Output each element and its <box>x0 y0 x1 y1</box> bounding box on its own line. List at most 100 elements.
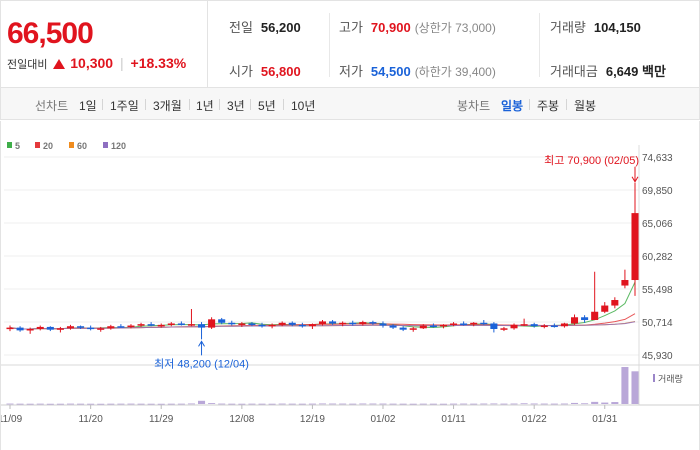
candle-body <box>308 324 316 327</box>
candle-body <box>77 326 85 328</box>
volume-bar <box>510 403 518 405</box>
period-1y-button[interactable]: 1년 <box>196 99 214 113</box>
candle-body <box>6 327 14 330</box>
period-1w-button[interactable]: 1주일 <box>110 99 139 113</box>
stat-value: 56,200 <box>260 20 301 35</box>
stat-volume: 거래량 104,150 <box>550 17 641 36</box>
candle-body <box>349 322 357 325</box>
candle-body <box>621 280 629 286</box>
volume-bar <box>107 403 115 405</box>
volume-bar <box>359 403 367 405</box>
volume-bar <box>187 403 195 405</box>
candle-body <box>520 324 528 326</box>
change-percent: +18.33% <box>130 55 187 71</box>
y-tick-label: 74,633 <box>642 153 673 164</box>
candle-body <box>268 324 276 327</box>
candle-monthly-button[interactable]: 월봉 <box>574 99 597 113</box>
volume-bar <box>97 403 105 405</box>
candle-body <box>560 323 568 327</box>
volume-bar <box>439 403 447 405</box>
candle-body <box>480 322 488 325</box>
legend-swatch <box>103 142 108 148</box>
candle-body <box>500 328 508 330</box>
volume-bar <box>177 403 185 405</box>
volume-bar <box>500 403 508 405</box>
volume-bar <box>238 403 246 405</box>
volume-bar <box>308 403 316 405</box>
candle-body <box>439 324 447 327</box>
volume-bar <box>601 402 609 404</box>
candle-body <box>117 326 125 328</box>
volume-bar <box>631 371 639 404</box>
chart-svg: 5 20 60 120 거래량 74,633 69,850 65,066 60,282 55,… <box>0 141 699 425</box>
period-3y-button[interactable]: 3년 <box>227 99 245 113</box>
volume-bar <box>258 403 266 405</box>
stat-value: 6,649 백만 <box>605 64 666 79</box>
volume-bar <box>389 403 397 405</box>
period-divider <box>219 99 220 110</box>
candle-body <box>87 327 95 330</box>
volume-bar <box>16 403 24 405</box>
volume-bar <box>228 403 236 405</box>
y-tick-label: 45,930 <box>642 351 673 362</box>
volume-bar <box>329 403 337 405</box>
volume-label: 거래량 <box>658 373 683 384</box>
candle-body <box>187 324 195 326</box>
x-tick-label: 11/20 <box>78 414 103 425</box>
max-arrow-icon <box>631 176 639 183</box>
change-amount: 10,300 <box>70 55 114 71</box>
candle-body <box>591 311 599 321</box>
candle-body <box>248 323 256 325</box>
candle-body <box>389 325 397 328</box>
x-tick-label: 01/22 <box>522 414 547 425</box>
candle-body <box>581 317 589 321</box>
volume-bar <box>339 403 347 405</box>
period-1d-button[interactable]: 1일 <box>79 99 97 113</box>
period-3m-button[interactable]: 3개월 <box>153 99 182 113</box>
candle-daily-button[interactable]: 일봉 <box>501 99 524 113</box>
volume-bar <box>268 403 276 405</box>
change-label: 전일대비 <box>7 59 48 71</box>
volume-bar <box>591 401 599 404</box>
period-10y-button[interactable]: 10년 <box>291 99 316 113</box>
volume-bar <box>318 403 327 405</box>
candle-body <box>36 326 44 329</box>
x-tick-label: 12/08 <box>229 414 254 425</box>
candle-body <box>550 325 558 328</box>
change-separator: | <box>119 55 124 71</box>
y-tick-label: 65,066 <box>642 219 673 230</box>
volume-bar <box>419 403 427 405</box>
volume-bar <box>198 400 206 404</box>
candle-body <box>157 324 165 327</box>
volume-bar <box>409 403 417 405</box>
x-tick-label: 11/09 <box>1 414 23 425</box>
candle-body <box>429 325 437 328</box>
x-axis-ticks: 11/09 11/20 11/29 12/08 12/19 01/02 01/11 01/22… <box>0 405 618 425</box>
candle-weekly-button[interactable]: 주봉 <box>537 99 560 113</box>
period-5y-button[interactable]: 5년 <box>258 99 276 113</box>
y-tick-label: 69,850 <box>642 186 673 197</box>
legend-label: 20 <box>43 141 53 151</box>
volume-bar <box>369 403 377 405</box>
up-triangle-icon <box>53 59 66 69</box>
stock-chart[interactable]: 5 20 60 120 거래량 74,633 69,850 65,066 60,282 55,… <box>0 121 700 450</box>
candle-body <box>127 325 135 328</box>
candle-body <box>278 322 286 325</box>
volume-bar <box>621 367 629 404</box>
stat-trade-value: 거래대금 6,649 백만 <box>550 61 666 80</box>
stat-label: 시가 <box>229 64 253 79</box>
candle-body <box>611 300 619 306</box>
x-tick-label: 11/29 <box>149 414 174 425</box>
volume-bar <box>611 402 619 404</box>
x-tick-label: 01/31 <box>592 414 617 425</box>
volume-bar <box>429 403 437 405</box>
candle-body <box>137 324 145 326</box>
candle-body <box>399 327 407 330</box>
volume-bars: 거래량 <box>6 367 683 405</box>
volume-bar <box>137 403 145 405</box>
candle-body <box>238 323 246 325</box>
volume-bar <box>560 403 568 405</box>
stat-label: 거래량 <box>550 20 586 35</box>
candle-body <box>409 328 417 330</box>
period-divider <box>250 99 251 110</box>
